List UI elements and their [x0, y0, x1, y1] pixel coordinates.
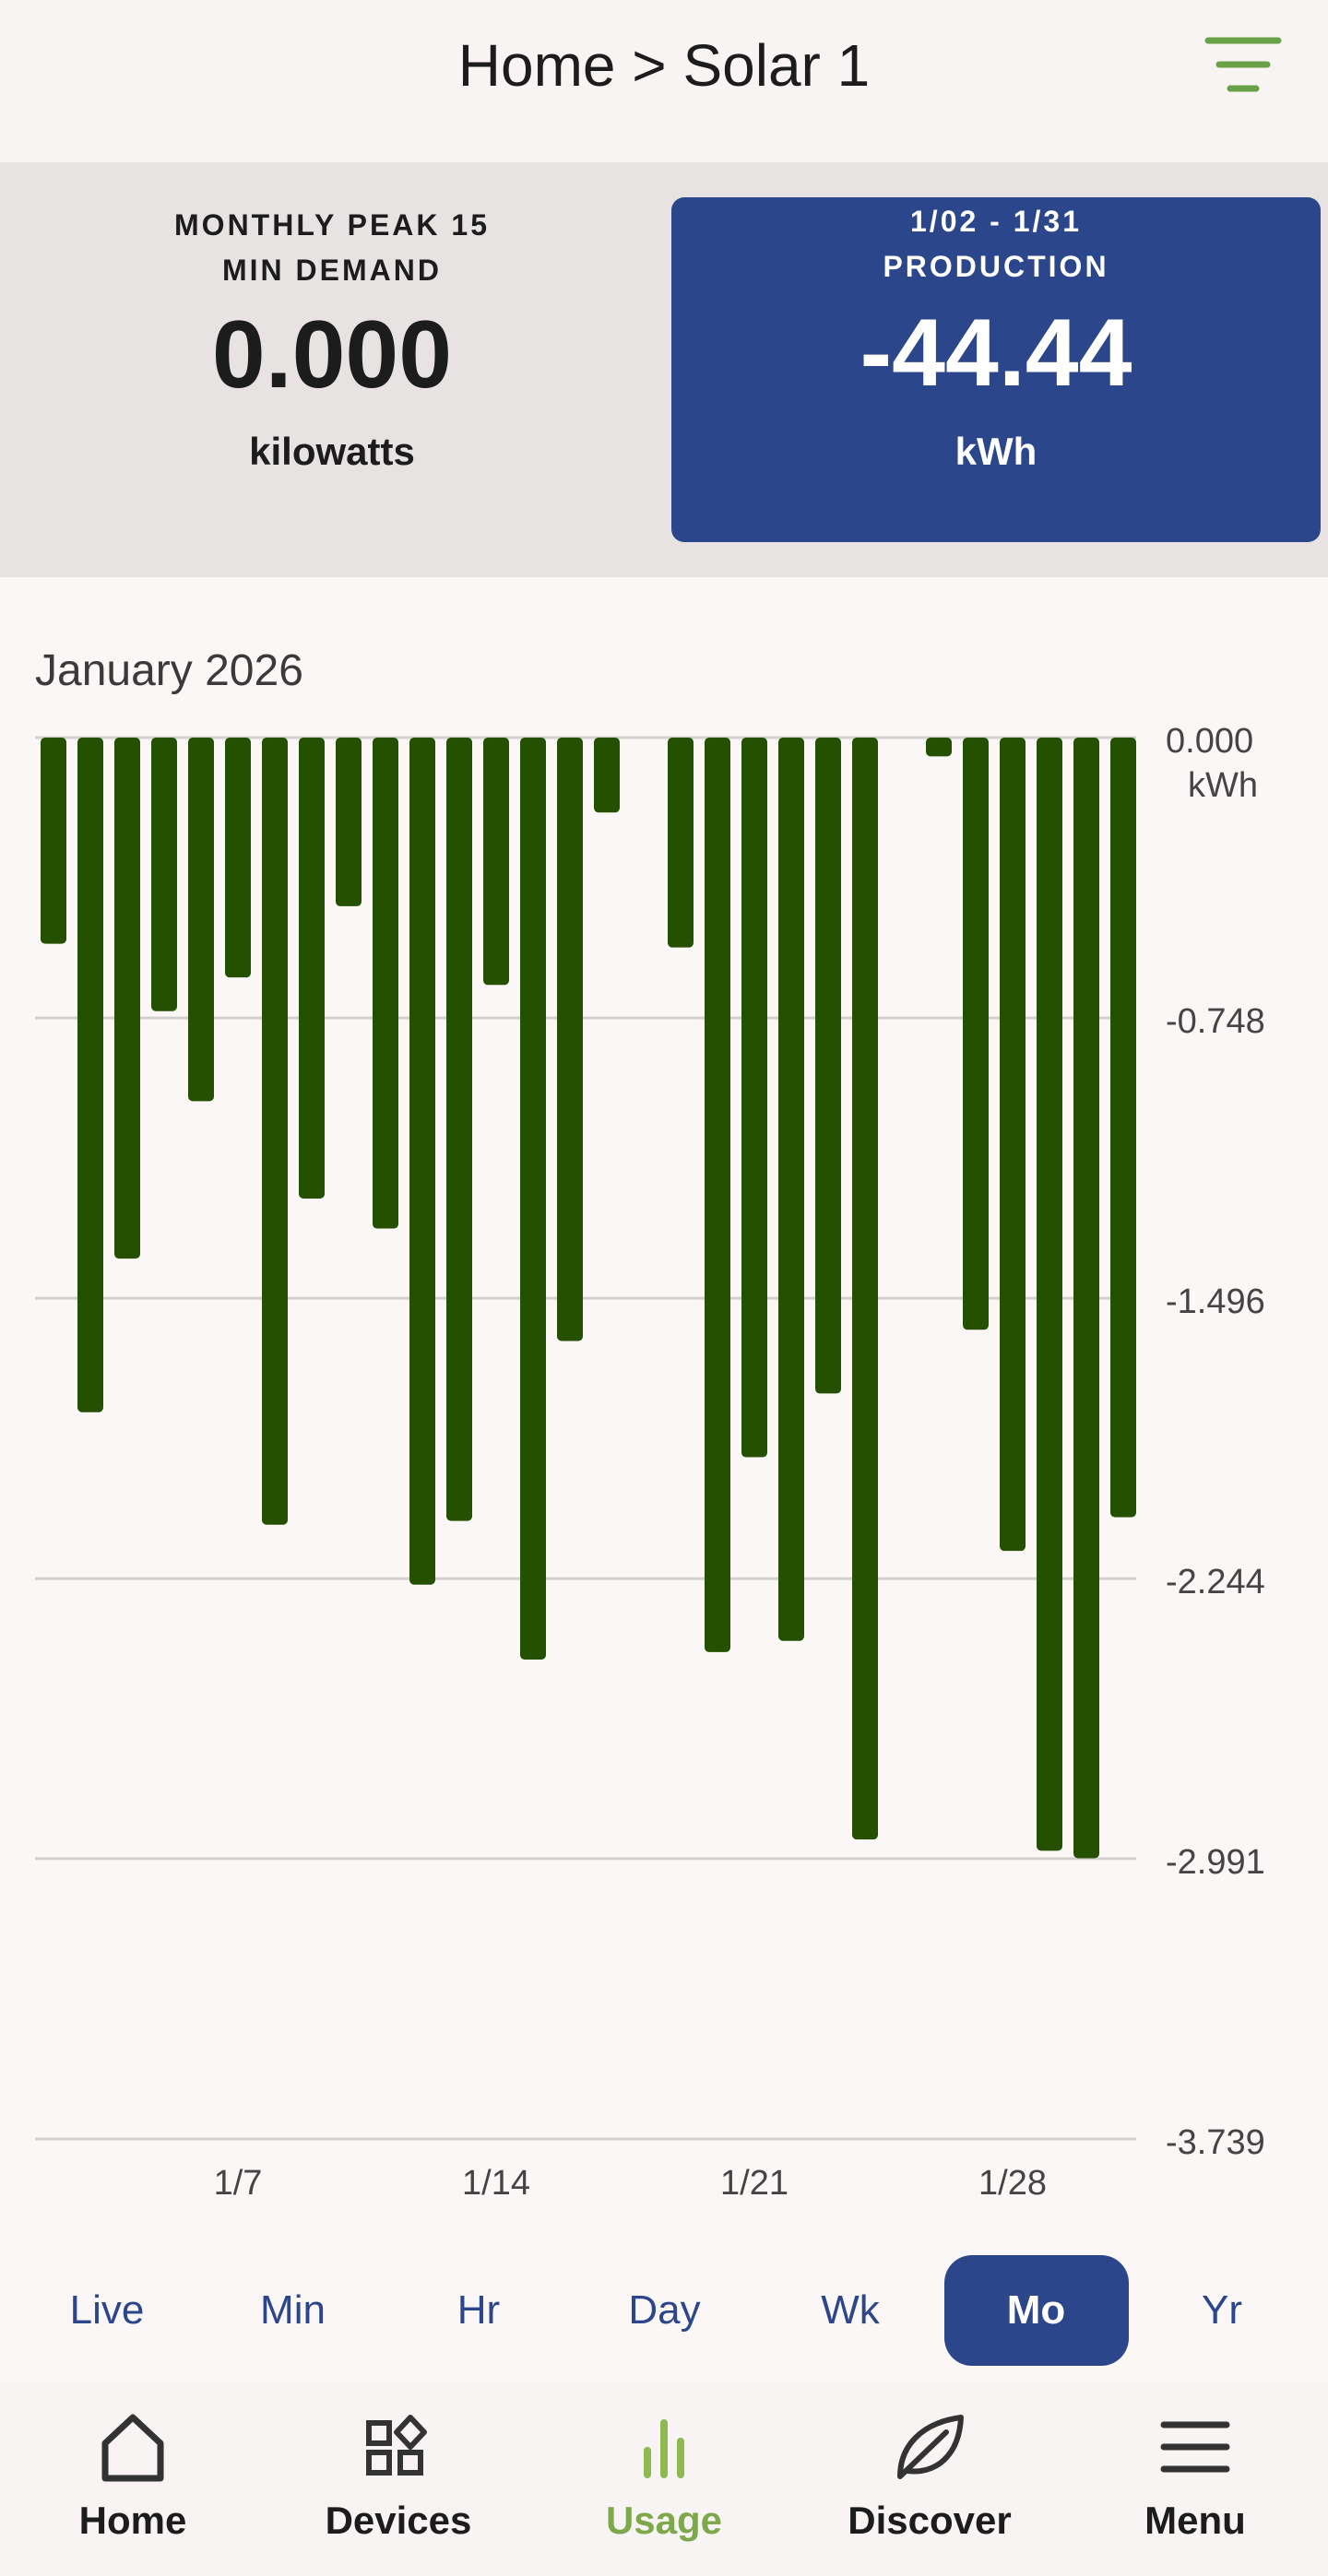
bar[interactable] — [668, 738, 694, 948]
y-tick-label: -3.739 — [1166, 2123, 1265, 2162]
bar[interactable] — [594, 738, 620, 813]
period-wk[interactable]: Wk — [821, 2287, 880, 2333]
summary-panel: MONTHLY PEAK 15 MIN DEMAND 0.000 kilowat… — [0, 162, 1328, 577]
nav-devices[interactable]: Devices — [266, 2382, 531, 2576]
nav-label: Home — [78, 2499, 187, 2542]
bar[interactable] — [1000, 738, 1026, 1552]
chart-title: January 2026 — [35, 646, 303, 695]
app-header: Home > Solar 1 — [0, 0, 1328, 162]
bar[interactable] — [1037, 738, 1062, 1851]
leaf-icon — [897, 2415, 964, 2479]
page-title: Home > Solar 1 — [457, 32, 871, 99]
period-mo[interactable]: Mo — [943, 2255, 1129, 2366]
bar[interactable] — [114, 738, 140, 1259]
nav-label: Devices — [325, 2499, 472, 2542]
period-hr[interactable]: Hr — [456, 2287, 501, 2333]
bar[interactable] — [262, 738, 288, 1525]
x-tick-label: 1/28 — [978, 2164, 1047, 2203]
bar[interactable] — [1110, 738, 1136, 1518]
bar[interactable] — [188, 738, 214, 1102]
peak-demand-value: 0.000 — [211, 301, 453, 408]
home-icon — [101, 2414, 164, 2482]
bar[interactable] — [852, 738, 878, 1840]
usage-chart[interactable]: 0.000 kWh -0.748 -1.496 -2.244 -2.991 -3.739 1/… — [0, 719, 1328, 2213]
y-unit-label: kWh — [1188, 766, 1258, 805]
peak-demand-unit: kilowatts — [249, 430, 415, 473]
period-day[interactable]: Day — [628, 2287, 701, 2333]
production-value: -44.44 — [860, 300, 1132, 407]
period-yr[interactable]: Yr — [1202, 2287, 1242, 2333]
y-tick-label: -2.991 — [1166, 1843, 1265, 1882]
bar[interactable] — [815, 738, 841, 1394]
y-tick-label: -1.496 — [1166, 1282, 1265, 1321]
bar[interactable] — [299, 738, 325, 1199]
x-tick-label: 1/14 — [462, 2164, 530, 2203]
production-card[interactable]: 1/02 - 1/31 PRODUCTION -44.44 kWh — [671, 197, 1321, 542]
bar[interactable] — [520, 738, 546, 1660]
bar[interactable] — [409, 738, 435, 1585]
bar[interactable] — [705, 738, 730, 1652]
bar[interactable] — [963, 738, 989, 1330]
bar[interactable] — [926, 738, 952, 757]
bar[interactable] — [373, 738, 398, 1229]
nav-label: Usage — [605, 2499, 723, 2542]
nav-label: Discover — [848, 2499, 1012, 2542]
bottom-nav: Home Devices Usage Discover Menu — [0, 2382, 1328, 2576]
devices-icon — [366, 2415, 427, 2476]
bar[interactable] — [741, 738, 767, 1458]
y-tick-label: 0.000 — [1166, 722, 1253, 761]
bar[interactable] — [336, 738, 362, 906]
bar[interactable] — [1073, 738, 1099, 1859]
menu-icon — [1160, 2421, 1230, 2473]
period-selector: Live Min Hr Day Wk Mo Yr — [0, 2250, 1328, 2369]
nav-home[interactable]: Home — [0, 2382, 266, 2576]
filter-lines-icon — [1204, 37, 1282, 92]
nav-discover[interactable]: Discover — [797, 2382, 1062, 2576]
x-tick-label: 1/7 — [214, 2164, 263, 2203]
bar[interactable] — [778, 738, 804, 1641]
bar[interactable] — [225, 738, 251, 978]
bar[interactable] — [41, 738, 66, 944]
filter-button[interactable] — [1199, 33, 1287, 100]
nav-usage[interactable]: Usage — [531, 2382, 797, 2576]
peak-demand-card: MONTHLY PEAK 15 MIN DEMAND 0.000 kilowat… — [0, 162, 664, 577]
bar[interactable] — [77, 738, 103, 1412]
nav-label: Menu — [1144, 2499, 1246, 2542]
production-label: 1/02 - 1/31 PRODUCTION — [883, 205, 1109, 283]
y-tick-label: -0.748 — [1166, 1002, 1265, 1041]
nav-menu[interactable]: Menu — [1062, 2382, 1328, 2576]
x-tick-label: 1/21 — [720, 2164, 788, 2203]
bar[interactable] — [483, 738, 509, 986]
y-tick-label: -2.244 — [1166, 1563, 1265, 1601]
bar[interactable] — [446, 738, 472, 1521]
bar[interactable] — [151, 738, 177, 1011]
period-live[interactable]: Live — [69, 2287, 145, 2333]
bar[interactable] — [557, 738, 583, 1341]
peak-demand-label: MONTHLY PEAK 15 MIN DEMAND — [174, 208, 490, 287]
production-unit: kWh — [954, 430, 1038, 473]
usage-icon — [644, 2419, 684, 2478]
period-min[interactable]: Min — [260, 2287, 326, 2333]
